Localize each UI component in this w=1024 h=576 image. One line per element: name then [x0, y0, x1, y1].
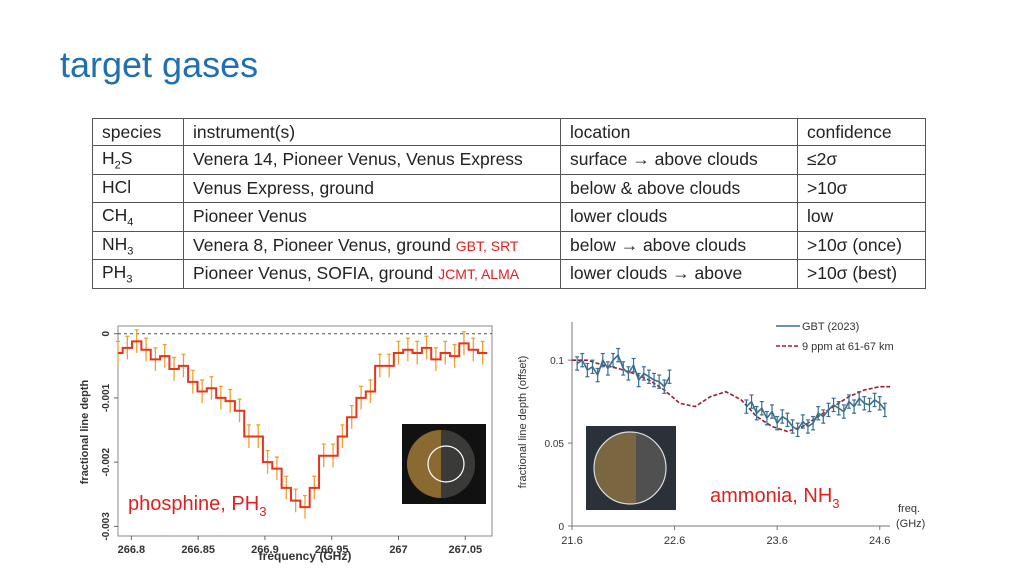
x-axis-label: freq.: [898, 503, 920, 515]
y-tick-label: 0.1: [550, 356, 564, 367]
column-header: location: [560, 118, 798, 146]
x-tick-label: 21.6: [561, 535, 582, 547]
x-tick-label: 267: [389, 544, 407, 556]
confidence-cell: ≤2σ: [797, 145, 926, 175]
gbt-series-line: [745, 397, 886, 431]
x-axis-label: frequency (GHz): [259, 549, 352, 563]
model-series-line: [572, 359, 890, 433]
species-cell: PH3: [92, 259, 184, 289]
y-tick-label: -0.001: [101, 383, 112, 412]
y-tick-label: -0.002: [101, 448, 112, 477]
species-cell: H2S: [92, 145, 184, 175]
venus-image: [586, 426, 676, 510]
species-cell: HCl: [92, 173, 184, 203]
confidence-cell: >10σ: [797, 173, 926, 203]
table-row: NH3 Venera 8, Pioneer Venus, ground GBT,…: [92, 230, 926, 260]
table-row: H2S Venera 14, Pioneer Venus, Venus Expr…: [92, 145, 926, 175]
x-tick-label: 266.95: [315, 544, 349, 556]
location-cell: below → above clouds: [560, 230, 798, 260]
instrument-cell: Venus Express, ground: [183, 173, 561, 203]
y-axis-label: fractional line depth: [79, 379, 91, 484]
venus-image: [402, 424, 486, 504]
column-header: species: [92, 118, 184, 146]
target-gases-table: species instrument(s) location confidenc…: [92, 118, 926, 289]
location-cell: surface → above clouds: [560, 145, 798, 175]
slide-title: target gases: [60, 44, 259, 85]
instrument-cell: Venera 14, Pioneer Venus, Venus Express: [183, 145, 561, 175]
x-tick-label: 266.9: [251, 544, 279, 556]
x-axis-unit-label: (GHz): [896, 518, 925, 530]
table-row: HCl Venus Express, ground below & above …: [92, 173, 926, 203]
instrument-cell: Venera 8, Pioneer Venus, ground GBT, SRT: [183, 230, 561, 260]
y-tick-label: -0.003: [101, 512, 112, 541]
location-cell: lower clouds → above: [560, 259, 798, 289]
species-cell: NH3: [92, 230, 184, 260]
molecule-label-text: ammonia, NH: [710, 485, 832, 507]
molecule-label-sub: 3: [259, 504, 266, 519]
x-tick-label: 266.8: [118, 544, 146, 556]
column-header: instrument(s): [183, 118, 561, 146]
instrument-cell: Pioneer Venus, SOFIA, ground JCMT, ALMA: [183, 259, 561, 289]
molecule-label-text: phosphine, PH: [128, 493, 259, 515]
confidence-cell: >10σ (once): [797, 230, 926, 260]
x-tick-label: 267.05: [448, 544, 482, 556]
phosphine-series-line: [118, 340, 488, 509]
x-tick-label: 24.6: [869, 535, 890, 547]
phosphine-spectrum-chart: 266.8 266.85 266.9 266.95 267 267.05 0 -0.001 -0…: [79, 325, 493, 563]
y-tick-label: 0: [558, 522, 564, 533]
location-cell: lower clouds: [560, 202, 798, 232]
y-axis-label: fractional line depth (offset): [517, 356, 529, 488]
table-header-row: species instrument(s) location confidenc…: [92, 118, 926, 146]
column-header: confidence: [797, 118, 926, 146]
molecule-label: ammonia, NH3: [710, 485, 840, 511]
y-tick-label: 0.05: [545, 439, 565, 450]
location-cell: below & above clouds: [560, 173, 798, 203]
table-row: PH3 Pioneer Venus, SOFIA, ground JCMT, A…: [92, 259, 926, 289]
confidence-cell: >10σ (best): [797, 259, 926, 289]
y-tick-label: 0: [101, 330, 112, 336]
x-tick-label: 23.6: [766, 535, 787, 547]
molecule-label-sub: 3: [832, 496, 839, 511]
chart-legend: GBT (2023) 9 ppm at 61-67 km: [776, 321, 894, 353]
x-tick-label: 266.85: [181, 544, 215, 556]
instrument-cell: Pioneer Venus: [183, 202, 561, 232]
confidence-cell: low: [797, 202, 926, 232]
legend-entry: 9 ppm at 61-67 km: [802, 341, 894, 353]
ammonia-spectrum-chart: 21.6 22.6 23.6 24.6 0 0.05 0.1 fractional line…: [517, 321, 925, 547]
legend-entry: GBT (2023): [802, 321, 859, 333]
species-cell: CH4: [92, 202, 184, 232]
x-tick-label: 22.6: [664, 535, 685, 547]
table-row: CH4 Pioneer Venus lower clouds low: [92, 202, 926, 232]
molecule-label: phosphine, PH3: [128, 493, 266, 519]
